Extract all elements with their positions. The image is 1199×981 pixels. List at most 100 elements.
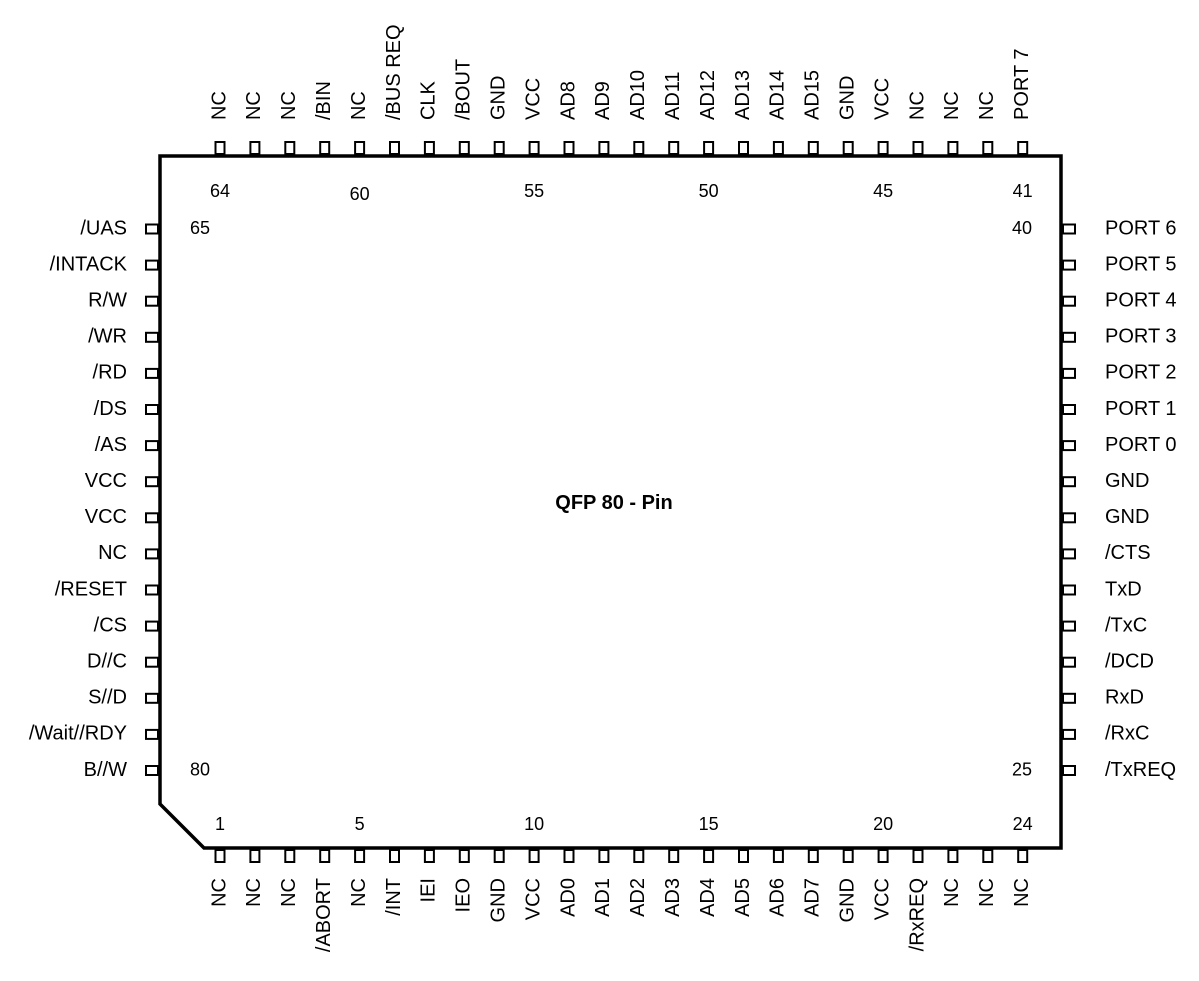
pin-number-41: 41 xyxy=(1013,181,1033,201)
pin-pad-bottom xyxy=(598,849,610,863)
pin-pad-right xyxy=(1062,512,1076,524)
pin-pad-top xyxy=(772,141,784,155)
pin-pad-bottom xyxy=(354,849,366,863)
pin-pad-top xyxy=(668,141,680,155)
pin-label-nc: NC xyxy=(1011,878,1033,907)
pin-pad-bottom xyxy=(458,849,470,863)
pin-label-uas: /UAS xyxy=(80,217,127,239)
pin-label-nc: NC xyxy=(976,91,998,120)
pin-pad-right xyxy=(1062,440,1076,452)
pin-label-rxd: RxD xyxy=(1105,687,1144,709)
pin-pad-bottom xyxy=(772,849,784,863)
pin-pad-bottom xyxy=(528,849,540,863)
pin-label-nc: NC xyxy=(243,91,265,120)
pin-pad-top xyxy=(877,141,889,155)
pin-label-abort: /ABORT xyxy=(313,878,335,952)
pin-label-ad8: AD8 xyxy=(557,81,579,120)
pin-label-txc: /TxC xyxy=(1105,614,1147,636)
pin-pad-left xyxy=(145,295,159,307)
pin-label-port-4: PORT 4 xyxy=(1105,289,1177,311)
pin-number-64: 64 xyxy=(210,181,230,201)
pin-pad-right xyxy=(1062,404,1076,415)
pin-pad-top xyxy=(354,141,366,155)
pin-label-ad3: AD3 xyxy=(662,878,684,917)
pin-number-20: 20 xyxy=(873,814,893,834)
pin-pad-left xyxy=(145,620,159,632)
pin-label-txd: TxD xyxy=(1105,578,1142,600)
pin-label-txreq: /TxREQ xyxy=(1105,759,1176,781)
pin-pad-top xyxy=(912,141,924,155)
pin-label-gnd: GND xyxy=(836,76,858,120)
pin-label-rxc: /RxC xyxy=(1105,723,1149,745)
pin-label-d-c: D//C xyxy=(87,650,127,672)
pin-pad-bottom xyxy=(563,849,575,863)
pin-label-wait-rdy: /Wait//RDY xyxy=(29,723,127,745)
pin-label-nc: NC xyxy=(278,878,300,907)
pin-pad-bottom xyxy=(912,849,924,863)
pin-pad-top xyxy=(563,141,575,155)
pin-number-5: 5 xyxy=(355,814,365,834)
pin-label-port-3: PORT 3 xyxy=(1105,326,1177,348)
pin-pad-bottom xyxy=(493,849,505,863)
pin-pad-right xyxy=(1062,728,1076,740)
pin-pad-top xyxy=(458,141,470,155)
pin-label-ad7: AD7 xyxy=(802,878,824,917)
pin-pad-right xyxy=(1062,331,1076,343)
pin-label-port-7: PORT 7 xyxy=(1011,48,1033,120)
pin-label-nc: NC xyxy=(348,91,370,120)
pin-pad-left xyxy=(145,765,159,776)
pin-pad-left xyxy=(145,548,159,560)
pin-pad-top xyxy=(528,141,540,155)
pin-pad-top xyxy=(423,141,435,155)
pin-pad-right xyxy=(1062,765,1076,776)
pin-label-nc: NC xyxy=(208,878,230,907)
pin-label-vcc: VCC xyxy=(522,78,544,120)
pin-label-ad11: AD11 xyxy=(662,71,684,120)
pin-pad-left xyxy=(145,476,159,488)
pin-pad-top xyxy=(738,141,749,155)
pin-number-1: 1 xyxy=(215,814,225,834)
pin-pad-left xyxy=(145,584,159,596)
pin-label-gnd: GND xyxy=(1105,506,1149,528)
pin-pad-top xyxy=(493,141,505,155)
pin-pad-bottom xyxy=(982,849,994,863)
pin-label-nc: NC xyxy=(906,91,928,120)
pin-pad-left xyxy=(145,728,159,740)
pin-label-vcc: VCC xyxy=(871,878,893,920)
pin-pad-bottom xyxy=(842,849,854,863)
pin-pad-left xyxy=(145,367,159,379)
pin-label-gnd: GND xyxy=(1105,470,1149,492)
pin-pad-bottom xyxy=(877,849,889,863)
pin-label-port-5: PORT 5 xyxy=(1105,253,1177,275)
pin-number-40: 40 xyxy=(1012,218,1032,238)
pin-label-ad4: AD4 xyxy=(697,878,719,917)
pin-number-10: 10 xyxy=(524,814,544,834)
pin-label-clk: CLK xyxy=(418,80,440,120)
pin-pad-bottom xyxy=(319,849,331,863)
pin-pad-right xyxy=(1062,548,1076,560)
pin-label-vcc: VCC xyxy=(522,878,544,920)
pin-pad-left xyxy=(145,404,159,415)
pin-label-int: /INT xyxy=(383,878,405,916)
pin-pad-right xyxy=(1062,223,1076,235)
pin-label-ad14: AD14 xyxy=(767,70,789,120)
pin-pad-top xyxy=(947,141,959,155)
pin-pad-top xyxy=(1017,141,1029,155)
pin-pad-bottom xyxy=(214,849,226,863)
pins-group: NC NC NC/ABORT NC/INT IEI IEO GND VCC AD0 AD1 AD2 A… xyxy=(29,24,1177,952)
pin-number-50: 50 xyxy=(699,181,719,201)
pin-label-nc: NC xyxy=(208,91,230,120)
pin-label-b-w: B//W xyxy=(84,759,127,781)
pin-label-ad13: AD13 xyxy=(732,70,754,120)
pin-pad-top xyxy=(214,141,226,155)
pin-number-60: 60 xyxy=(350,184,370,204)
pin-pad-bottom xyxy=(738,849,749,863)
package-title: QFP 80 - Pin xyxy=(555,492,672,514)
pin-pad-bottom xyxy=(249,849,261,863)
pin-label-dcd: /DCD xyxy=(1105,650,1154,672)
pin-label-nc: NC xyxy=(348,878,370,907)
pin-pad-bottom xyxy=(423,849,435,863)
pin-number-24: 24 xyxy=(1013,814,1033,834)
